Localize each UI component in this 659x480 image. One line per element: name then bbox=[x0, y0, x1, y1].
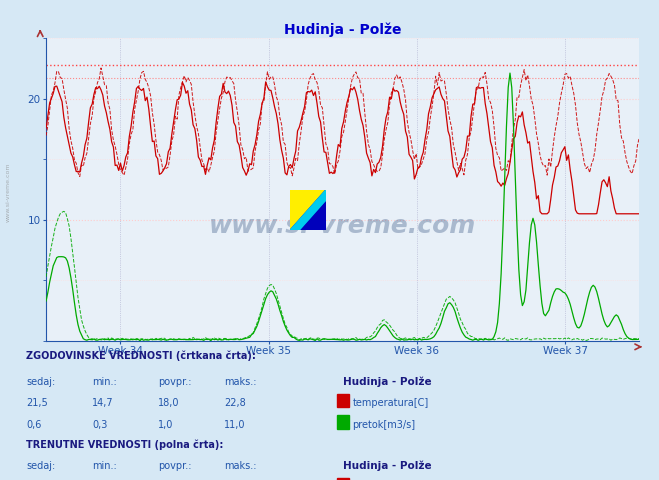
Text: 21,5: 21,5 bbox=[26, 398, 48, 408]
Text: povpr.:: povpr.: bbox=[158, 377, 192, 387]
Polygon shape bbox=[301, 202, 326, 230]
Text: maks.:: maks.: bbox=[224, 377, 256, 387]
Polygon shape bbox=[290, 190, 326, 230]
Title: Hudinja - Polže: Hudinja - Polže bbox=[284, 23, 401, 37]
Text: www.si-vreme.com: www.si-vreme.com bbox=[5, 162, 11, 222]
Text: povpr.:: povpr.: bbox=[158, 461, 192, 471]
Text: temperatura[C]: temperatura[C] bbox=[353, 398, 429, 408]
Text: sedaj:: sedaj: bbox=[26, 377, 55, 387]
Text: sedaj:: sedaj: bbox=[26, 461, 55, 471]
Text: 1,0: 1,0 bbox=[158, 420, 173, 430]
Text: 14,7: 14,7 bbox=[92, 398, 114, 408]
Text: pretok[m3/s]: pretok[m3/s] bbox=[353, 420, 416, 430]
Text: 0,3: 0,3 bbox=[92, 420, 107, 430]
Text: Hudinja - Polže: Hudinja - Polže bbox=[343, 461, 431, 471]
Polygon shape bbox=[290, 190, 326, 230]
Text: 0,6: 0,6 bbox=[26, 420, 42, 430]
Text: 22,8: 22,8 bbox=[224, 398, 246, 408]
Text: www.si-vreme.com: www.si-vreme.com bbox=[209, 214, 476, 238]
Text: TRENUTNE VREDNOSTI (polna črta):: TRENUTNE VREDNOSTI (polna črta): bbox=[26, 439, 224, 450]
Text: min.:: min.: bbox=[92, 461, 117, 471]
Text: 18,0: 18,0 bbox=[158, 398, 180, 408]
Text: 11,0: 11,0 bbox=[224, 420, 246, 430]
Text: ZGODOVINSKE VREDNOSTI (črtkana črta):: ZGODOVINSKE VREDNOSTI (črtkana črta): bbox=[26, 350, 256, 361]
Polygon shape bbox=[290, 190, 326, 230]
Text: Hudinja - Polže: Hudinja - Polže bbox=[343, 377, 431, 387]
Text: maks.:: maks.: bbox=[224, 461, 256, 471]
Text: min.:: min.: bbox=[92, 377, 117, 387]
